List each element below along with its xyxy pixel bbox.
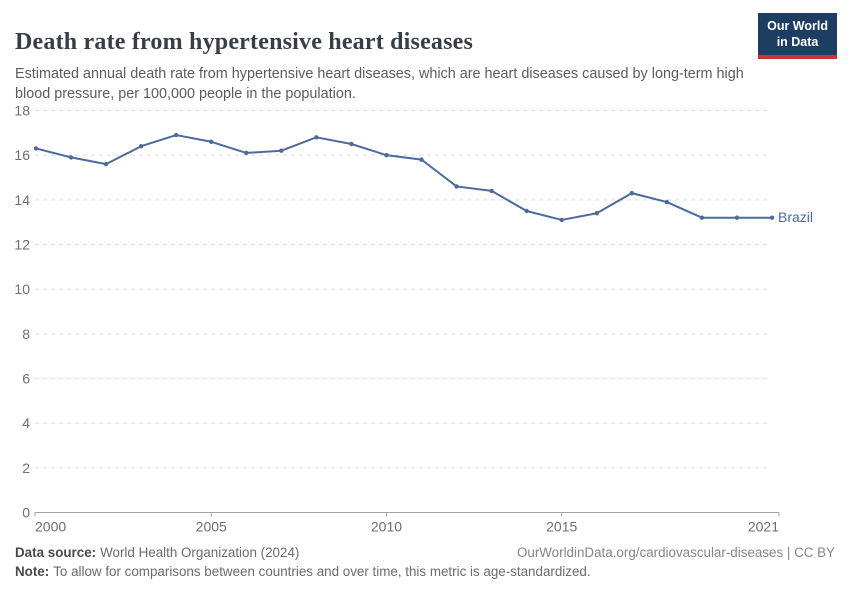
y-tick-label-16: 16 [14,147,30,163]
data-point-2016 [594,211,599,216]
data-point-2005 [209,139,214,144]
chart-footer: Data source: World Health Organization (2… [15,545,835,579]
y-tick-label-12: 12 [14,237,30,253]
data-point-2008 [314,135,319,140]
data-point-2000 [33,146,39,151]
series-label-brazil: Brazil [778,209,813,225]
chart-subtitle: Estimated annual death rate from hyperte… [15,66,744,103]
data-point-2003 [138,144,144,149]
data-point-2002 [103,161,109,167]
data-point-2011 [419,157,424,162]
data-source: Data source: World Health Organization (2… [15,545,299,560]
data-point-2004 [173,132,179,138]
data-point-2015 [559,217,564,223]
y-tick-label-10: 10 [14,281,30,297]
page-title: Death rate from hypertensive heart disea… [15,29,474,56]
data-point-2020 [734,215,740,220]
chart-area: 0 2 4 6 8 10 12 14 16 18 2000 2005 2010 2015 2021 Brazi… [0,95,850,555]
x-tick-label-2010: 2010 [371,519,402,535]
y-tick-label-14: 14 [14,192,30,208]
y-tick-label-6: 6 [22,371,30,387]
x-tick-label-2015: 2015 [546,519,577,535]
x-tick-label-2005: 2005 [196,519,227,535]
note-label: Note: [15,564,50,579]
owid-cc-link[interactable]: OurWorldinData.org/cardiovascular-diseas… [516,545,835,560]
data-point-2021 [769,215,775,220]
y-tick-label-0: 0 [22,505,30,521]
owid-logo-line2: in Data [776,34,819,49]
data-point-2001 [68,155,74,160]
y-tick-label-18: 18 [14,103,30,119]
data-point-2014 [524,208,529,214]
data-source-label: Data source: [15,545,97,560]
footer-row-source: Data source: World Health Organization (2… [15,545,835,560]
y-tick-label-8: 8 [22,326,30,342]
data-point-2012 [454,184,459,189]
owid-logo: Our World in Data [758,13,837,60]
data-source-value: World Health Organization (2024) [100,545,300,560]
data-point-2006 [244,150,249,156]
x-tick-label-2021: 2021 [748,519,779,535]
data-point-2013 [489,188,494,194]
y-tick-label-2: 2 [22,460,30,476]
data-point-2019 [699,215,705,220]
footer-row-note: Note: To allow for comparisons between co… [15,564,835,579]
note-value: To allow for comparisons between countri… [53,564,591,579]
data-point-2010 [384,152,389,158]
data-point-2017 [629,190,635,196]
data-point-2007 [279,148,284,153]
data-point-2018 [664,199,670,205]
series-line-brazil [35,134,773,221]
owid-logo-line1: Our World [767,19,828,33]
line-chart: 0 2 4 6 8 10 12 14 16 18 2000 2005 2010 2015 2021 Brazi… [14,103,813,535]
data-point-2009 [349,141,354,147]
x-tick-label-2000: 2000 [35,519,66,535]
y-tick-label-4: 4 [22,415,30,431]
